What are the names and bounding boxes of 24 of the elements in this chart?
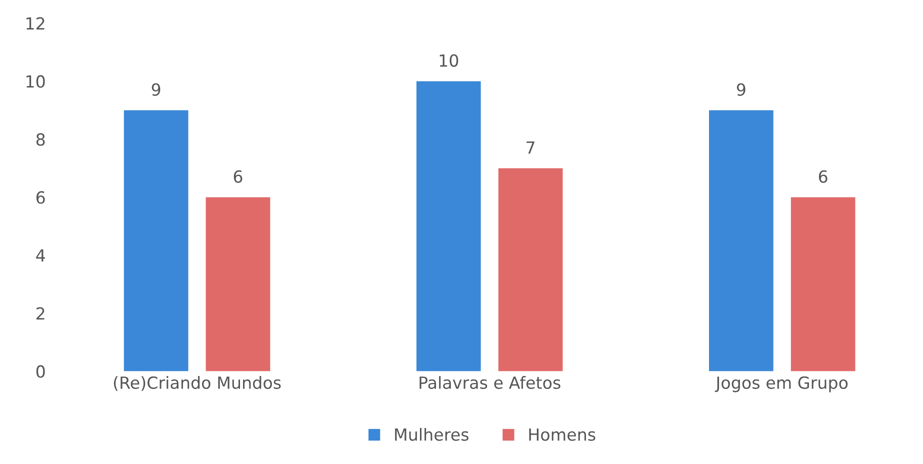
data-label: 7	[526, 141, 534, 154]
data-label: 10	[440, 54, 458, 67]
data-label: 6	[818, 170, 828, 183]
x-tick-label: Jogos em Grupo	[714, 376, 848, 392]
bar	[708, 110, 774, 372]
bar	[498, 168, 563, 372]
bar	[790, 197, 856, 372]
data-label: 9	[152, 83, 160, 96]
bar	[416, 81, 481, 372]
data-label: 6	[234, 170, 242, 183]
y-tick-label: 6	[36, 191, 45, 204]
bar	[124, 110, 188, 372]
y-tick-label: 0	[36, 365, 45, 378]
x-tick-label: Palavras e Afetos	[420, 376, 560, 389]
y-tick-label: 10	[26, 75, 45, 88]
bar	[206, 197, 270, 372]
y-tick-label: 4	[36, 249, 45, 262]
data-label: 9	[736, 83, 746, 96]
legend-label: Mulheres	[395, 428, 468, 441]
y-tick-label: 12	[26, 17, 44, 30]
y-tick-label: 8	[36, 133, 45, 146]
x-tick-label: (Re)Criando Mundos	[114, 376, 281, 391]
y-tick-label: 2	[36, 307, 44, 320]
legend-label: Homens	[529, 428, 596, 441]
